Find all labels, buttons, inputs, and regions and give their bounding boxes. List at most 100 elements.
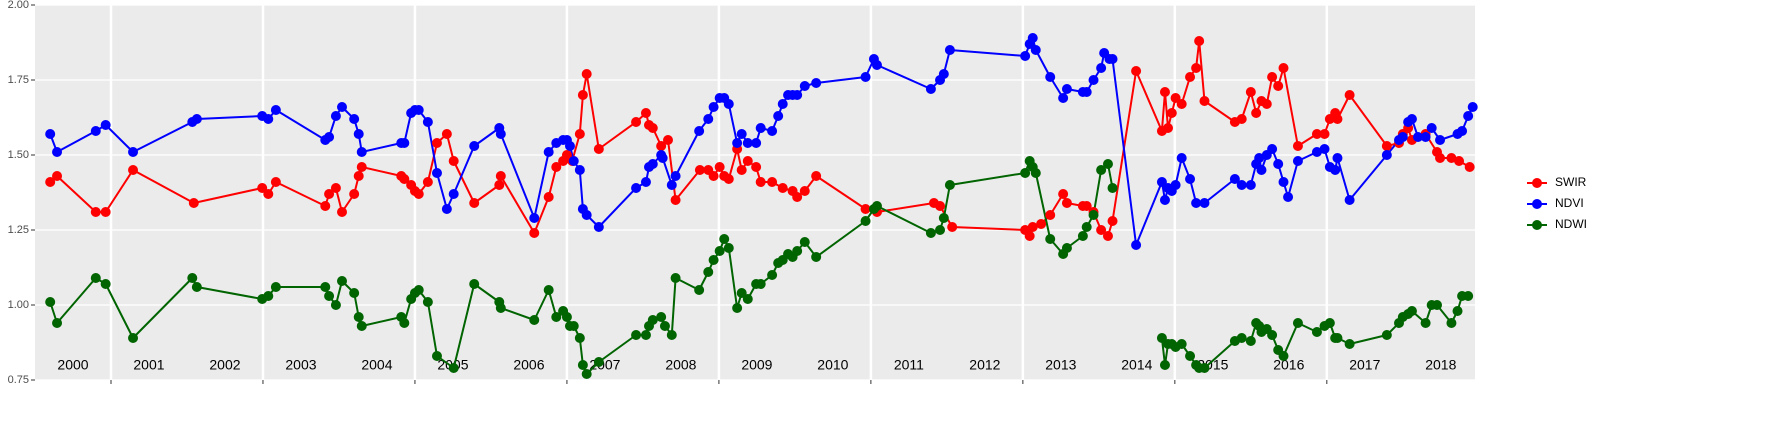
data-point — [755, 279, 766, 289]
data-point — [336, 102, 347, 112]
year-label: 2011 — [894, 357, 924, 373]
data-point — [270, 105, 281, 115]
data-point — [529, 315, 540, 325]
data-point — [1036, 219, 1047, 229]
data-point — [714, 162, 725, 172]
data-point — [1236, 180, 1247, 190]
data-point — [543, 285, 554, 295]
data-point — [356, 147, 367, 157]
data-point — [52, 171, 63, 181]
data-point — [647, 123, 658, 133]
data-point — [1199, 96, 1210, 106]
data-point — [925, 84, 936, 94]
data-point — [1096, 225, 1107, 235]
data-point — [349, 114, 360, 124]
data-point — [799, 81, 810, 91]
data-point — [1406, 114, 1417, 124]
data-point — [469, 279, 480, 289]
data-point — [723, 174, 734, 184]
year-label: 2017 — [1349, 357, 1380, 373]
year-label: 2003 — [285, 357, 316, 373]
data-point — [1245, 336, 1256, 346]
data-point — [732, 303, 743, 313]
data-point — [593, 357, 604, 367]
data-point — [45, 297, 56, 307]
data-point — [694, 165, 705, 175]
data-point — [871, 201, 882, 211]
data-point — [1267, 144, 1278, 154]
data-point — [1236, 114, 1247, 124]
data-point — [353, 129, 364, 139]
plot-panel — [35, 5, 1475, 380]
data-point — [1311, 129, 1322, 139]
data-point — [792, 90, 803, 100]
data-point — [1332, 333, 1343, 343]
data-point — [90, 273, 101, 283]
data-point — [574, 165, 585, 175]
data-point — [320, 201, 331, 211]
data-point — [1185, 72, 1196, 82]
data-point — [925, 228, 936, 238]
data-point — [128, 333, 139, 343]
data-point — [1463, 291, 1474, 301]
data-point — [1311, 327, 1322, 337]
data-point — [399, 318, 410, 328]
data-point — [811, 171, 822, 181]
data-point — [1176, 99, 1187, 109]
data-point — [860, 204, 871, 214]
data-point — [263, 189, 274, 199]
data-point — [723, 243, 734, 253]
data-point — [353, 171, 364, 181]
data-point — [1324, 318, 1335, 328]
data-point — [577, 360, 588, 370]
data-point — [1194, 36, 1205, 46]
data-point — [736, 288, 747, 298]
data-point — [640, 330, 651, 340]
data-point — [52, 318, 63, 328]
legend-label: NDVI — [1555, 196, 1584, 210]
data-point — [742, 156, 753, 166]
data-point — [755, 177, 766, 187]
data-point — [551, 312, 562, 322]
data-point — [1176, 153, 1187, 163]
year-label: 2007 — [589, 357, 620, 373]
data-point — [413, 285, 424, 295]
data-point — [469, 198, 480, 208]
data-point — [1432, 300, 1443, 310]
data-point — [703, 114, 714, 124]
data-point — [1107, 183, 1118, 193]
data-point — [1030, 45, 1041, 55]
data-point — [45, 177, 56, 187]
data-point — [1159, 87, 1170, 97]
data-point — [270, 177, 281, 187]
data-point — [1406, 306, 1417, 316]
data-point — [1267, 330, 1278, 340]
data-point — [581, 210, 592, 220]
data-point — [1061, 84, 1072, 94]
data-point — [1273, 159, 1284, 169]
data-point — [561, 312, 572, 322]
data-point — [431, 168, 442, 178]
data-point — [1088, 75, 1099, 85]
y-tick-label: 2.00 — [8, 0, 29, 11]
data-point — [494, 180, 505, 190]
data-point — [356, 321, 367, 331]
y-tick-label: 1.75 — [8, 74, 29, 86]
data-point — [356, 162, 367, 172]
data-point — [1058, 189, 1069, 199]
data-point — [495, 171, 506, 181]
data-point — [1163, 123, 1174, 133]
data-point — [529, 228, 540, 238]
data-point — [1254, 153, 1265, 163]
data-point — [656, 312, 667, 322]
data-point — [736, 129, 747, 139]
data-point — [100, 279, 111, 289]
data-point — [944, 180, 955, 190]
legend-label: NDWI — [1555, 217, 1587, 231]
data-point — [574, 129, 585, 139]
data-point — [656, 141, 667, 151]
year-label: 2012 — [969, 357, 1000, 373]
data-point — [1102, 159, 1113, 169]
data-point — [742, 138, 753, 148]
data-point — [1273, 81, 1284, 91]
